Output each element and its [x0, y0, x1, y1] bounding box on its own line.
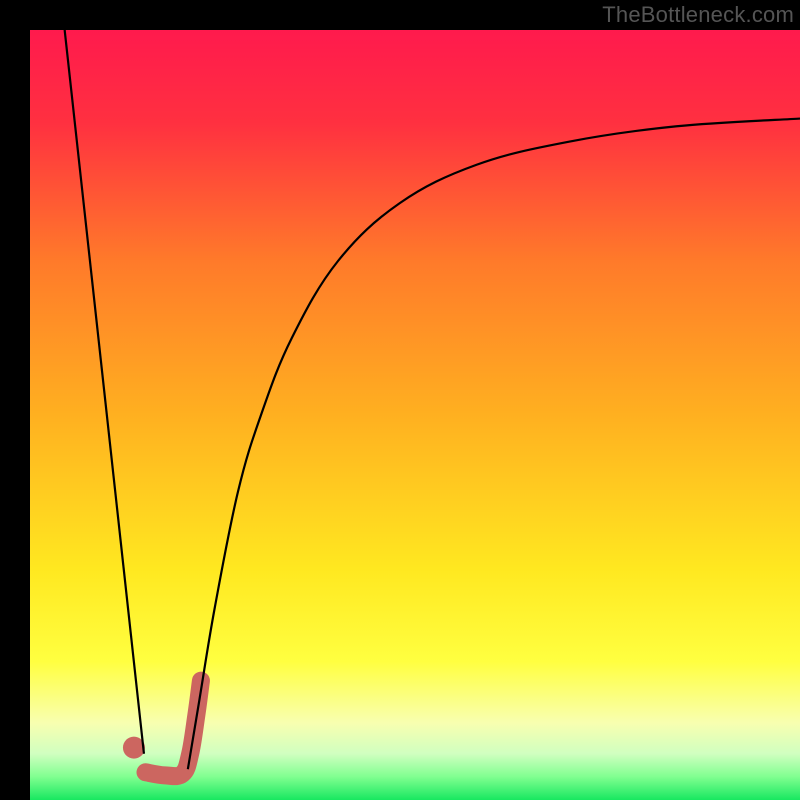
chart-svg	[0, 0, 800, 800]
watermark-text: TheBottleneck.com	[602, 2, 794, 28]
bottleneck-chart: TheBottleneck.com	[0, 0, 800, 800]
plot-background	[30, 30, 800, 800]
